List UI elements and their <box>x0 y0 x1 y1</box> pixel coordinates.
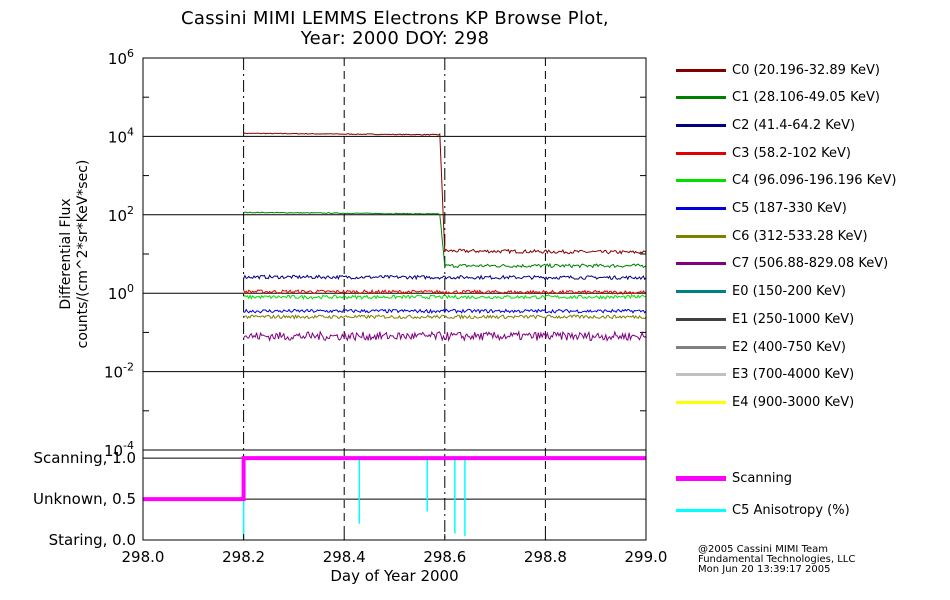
y-tick-label: Staring, 0.0 <box>49 531 136 549</box>
legend-item: C4 (96.096-196.196 KeV) <box>676 172 896 190</box>
legend-swatch <box>676 96 726 100</box>
y-axis-label: Differential Flux <box>58 198 74 309</box>
top-panel-frame <box>142 57 647 451</box>
series-line <box>243 308 647 315</box>
legend-item: C6 (312-533.28 KeV) <box>676 227 868 245</box>
legend-swatch <box>676 290 726 294</box>
legend-swatch <box>676 400 726 404</box>
x-tick-label: 298.8 <box>524 548 567 566</box>
legend-swatch <box>676 123 726 127</box>
legend-label: C4 (96.096-196.196 KeV) <box>732 173 897 189</box>
y-tick-label: 10-2 <box>104 361 134 382</box>
credit-line: Fundamental Technologies, LLC <box>698 554 856 565</box>
series-line <box>243 314 647 320</box>
legend-item: C5 Anisotropy (%) <box>676 501 850 519</box>
series-line <box>243 294 647 300</box>
legend-label: C6 (312-533.28 KeV) <box>732 228 868 244</box>
legend-swatch <box>676 151 726 155</box>
x-tick-label: 298.0 <box>122 548 165 566</box>
legend-swatch <box>676 262 726 266</box>
y-tick-label: Scanning, 1.0 <box>33 449 136 467</box>
legend-swatch <box>676 234 726 238</box>
y-tick-label: 102 <box>108 204 134 225</box>
y-tick-label: Unknown, 0.5 <box>33 490 136 508</box>
legend-label: C5 (187-330 KeV) <box>732 201 847 216</box>
y-tick-label: 10-4 <box>104 439 134 460</box>
y-tick-label: 106 <box>108 47 134 68</box>
scanning-line <box>143 456 646 502</box>
legend-label: C3 (58.2-102 KeV) <box>732 145 851 161</box>
y-axis-label: counts/(cm^2*sr*KeV*sec) <box>75 160 91 349</box>
x-tick-label: 298.6 <box>423 548 466 566</box>
legend-item: C2 (41.4-64.2 KeV) <box>676 116 855 134</box>
legend-swatch <box>676 508 726 512</box>
legend-item: E0 (150-200 KeV) <box>676 283 846 301</box>
y-tick-label: 100 <box>108 282 134 303</box>
x-tick-label: 298.4 <box>323 548 366 566</box>
legend-swatch <box>676 345 726 349</box>
y-tick-label: 104 <box>108 125 134 146</box>
chart-title-line1: Cassini MIMI LEMMS Electrons KP Browse P… <box>181 8 609 29</box>
legend-swatch <box>676 317 726 321</box>
series-line <box>243 289 647 296</box>
legend-label: C7 (506.88-829.08 KeV) <box>732 256 889 272</box>
x-tick-label: 298.2 <box>222 548 265 566</box>
legend-label: E1 (250-1000 KeV) <box>732 311 855 327</box>
x-tick-label: 299.0 <box>625 548 668 566</box>
credit-line: @2005 Cassini MIMI Team <box>698 544 828 555</box>
legend-swatch <box>676 179 726 183</box>
legend-label: C2 (41.4-64.2 KeV) <box>732 117 856 133</box>
chart-title-line2: Year: 2000 DOY: 298 <box>300 28 490 49</box>
legend-swatch <box>676 68 726 72</box>
legend-label: Scanning <box>732 470 792 486</box>
x-axis-label: Day of Year 2000 <box>330 567 458 585</box>
legend-label: C5 Anisotropy (%) <box>732 502 850 518</box>
legend-item: E2 (400-750 KeV) <box>676 338 846 356</box>
series-line <box>243 330 647 343</box>
legend-item: E3 (700-4000 KeV) <box>676 366 854 384</box>
legend-label: C0 (20.196-32.89 KeV) <box>732 62 880 78</box>
credits: @2005 Cassini MIMI Team Fundamental Tech… <box>698 545 855 575</box>
legend-swatch <box>676 373 726 377</box>
bottom-panel-frame <box>142 449 647 541</box>
legend-label: E3 (700-4000 KeV) <box>732 367 855 383</box>
legend-item: E4 (900-3000 KeV) <box>676 393 854 411</box>
legend-label: E0 (150-200 KeV) <box>732 284 846 300</box>
legend-item: C0 (20.196-32.89 KeV) <box>676 61 880 79</box>
legend-item: C1 (28.106-49.05 KeV) <box>676 89 880 107</box>
legend-swatch <box>676 207 726 210</box>
legend-item: E1 (250-1000 KeV) <box>676 310 854 328</box>
legend-item: C5 (187-330 KeV) <box>676 200 847 218</box>
legend-label: E4 (900-3000 KeV) <box>732 394 855 410</box>
series-line <box>243 132 647 255</box>
legend-label: C1 (28.106-49.05 KeV) <box>732 90 880 106</box>
credit-line: Mon Jun 20 13:39:17 2005 <box>698 564 831 575</box>
legend-label: E2 (400-750 KeV) <box>732 339 846 355</box>
legend-item: Scanning <box>676 469 792 487</box>
legend-item: C7 (506.88-829.08 KeV) <box>676 255 888 273</box>
series-line <box>243 211 647 269</box>
legend-item: C3 (58.2-102 KeV) <box>676 144 851 162</box>
legend-swatch <box>676 475 726 481</box>
series-line <box>243 274 647 281</box>
